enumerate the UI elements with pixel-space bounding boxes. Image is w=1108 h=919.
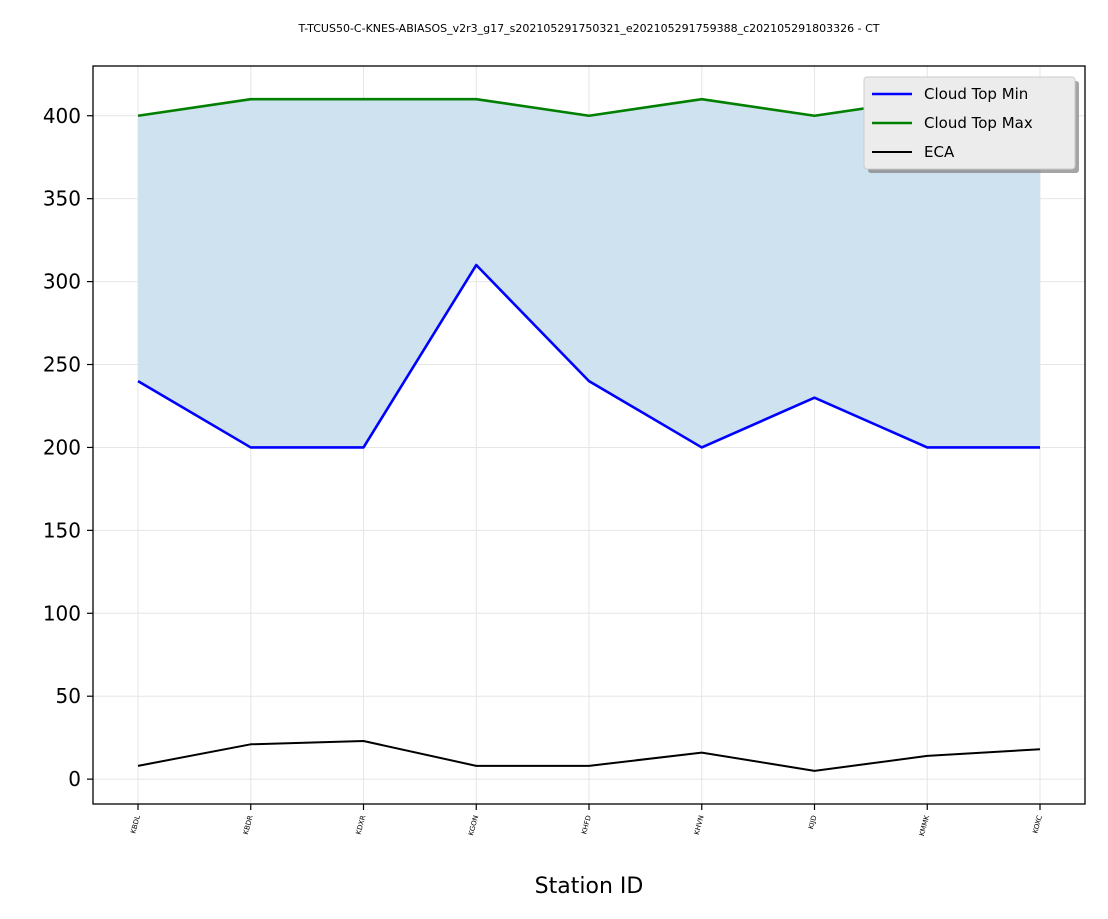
chart-title: T-TCUS50-C-KNES-ABIASOS_v2r3_g17_s202105… [298,22,880,35]
x-tick-label: KDXR [355,814,368,835]
x-tick-label: KBDL [129,814,142,834]
legend: Cloud Top Min Cloud Top Max ECA [863,76,1079,173]
y-tick-label: 250 [43,353,81,377]
y-tick-label: 0 [68,767,81,791]
x-axis-label: Station ID [535,874,644,899]
y-tick-label: 200 [43,435,81,459]
legend-entry: ECA [924,143,955,161]
y-tick-label: 100 [43,601,81,625]
y-tick-label: 300 [43,270,81,294]
legend-entry: Cloud Top Min [924,85,1028,103]
series-line-cloud-top-min [137,263,1040,449]
legend-entry: Cloud Top Max [924,114,1033,132]
fill-between-area [138,99,1040,448]
series-line-eca [137,739,1041,772]
x-tick-label: KHFD [580,814,593,835]
x-tick-label: KBDR [242,814,255,835]
y-tick-label: 350 [43,187,81,211]
y-tick-label: 50 [56,684,81,708]
y-tick-label: 150 [43,518,81,542]
legend-box [863,76,1076,170]
x-tick-label: KHVN [693,814,706,835]
x-tick-label: KIJD [807,814,818,830]
x-tick-label: KGON [467,814,480,836]
x-tick-label: KMMK [918,814,931,837]
x-tick-label: KOXC [1031,814,1044,834]
y-tick-label: 400 [43,104,81,128]
plot-area: 0 50 100 150 200 250 300 350 400 KBDL KBDR KDXR KGON… [43,65,1086,837]
